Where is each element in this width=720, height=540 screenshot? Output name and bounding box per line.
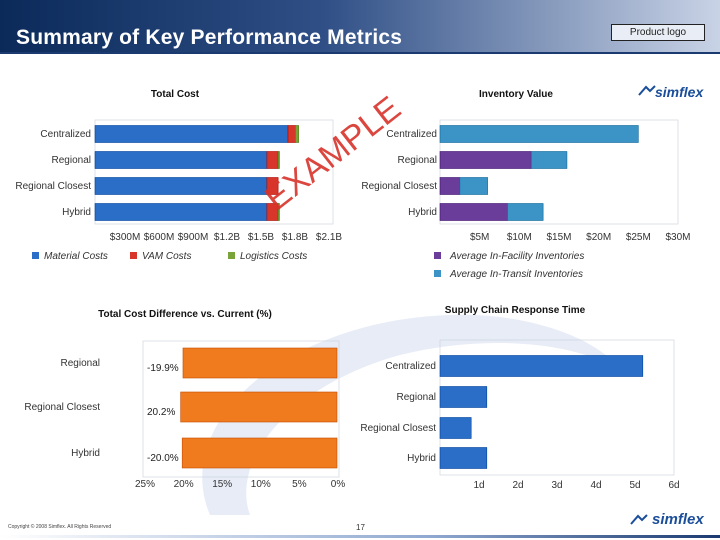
total-cost-legend-swatch xyxy=(228,252,235,259)
total-cost-category-label: Regional xyxy=(52,155,91,166)
total-cost-bar-material-costs xyxy=(94,125,289,143)
response-category-label: Regional Closest xyxy=(360,423,436,434)
total-cost-bar-vam-costs xyxy=(266,177,279,195)
total-cost-legend-swatch xyxy=(130,252,137,259)
total-cost-title: Total Cost xyxy=(151,89,200,100)
inventory-tick-label: $15M xyxy=(546,232,571,243)
difference-bar xyxy=(181,437,338,469)
inventory-plot-area xyxy=(439,119,679,225)
header-bar xyxy=(0,0,720,52)
response-tick-label: 2d xyxy=(512,480,523,491)
difference-tick-label: 15% xyxy=(212,479,232,490)
difference-category-label: Hybrid xyxy=(71,448,100,459)
response-bar xyxy=(439,355,644,377)
difference-data-label: 20.2% xyxy=(147,407,175,418)
inventory-bar-average-in-transit-inventories xyxy=(530,151,568,169)
footer-copyright: Copyright © 2008 Simflex. All Rights Res… xyxy=(8,524,112,530)
inventory-tick-label: $25M xyxy=(626,232,651,243)
difference-tick-label: 5% xyxy=(292,479,307,490)
difference-plot-area xyxy=(142,340,340,478)
total-cost-legend-label: VAM Costs xyxy=(142,251,191,262)
brand-logo-footer: simflex xyxy=(652,511,704,528)
inventory-value-chart: Inventory Value Centralized Regional Regio… xyxy=(361,89,690,280)
inventory-tick-label: $20M xyxy=(586,232,611,243)
inventory-legend-swatch xyxy=(434,270,441,277)
total-cost-plot-area xyxy=(94,119,334,225)
response-time-title: Supply Chain Response Time xyxy=(445,305,586,316)
total-cost-tick-label: $600M xyxy=(144,232,175,243)
total-cost-chart: Total Cost Centralized Regional Regional C… xyxy=(15,89,342,262)
difference-tick-label: 10% xyxy=(251,479,271,490)
inventory-legend-swatch xyxy=(434,252,441,259)
response-tick-label: 4d xyxy=(590,480,601,491)
total-cost-bar-material-costs xyxy=(94,177,268,195)
total-cost-category-label: Centralized xyxy=(40,129,91,140)
page-title: Summary of Key Performance Metrics xyxy=(16,26,403,49)
inventory-tick-label: $30M xyxy=(665,232,690,243)
total-cost-tick-label: $300M xyxy=(110,232,141,243)
response-category-label: Hybrid xyxy=(407,453,436,464)
inventory-bar-average-in-facility-inventories xyxy=(439,151,532,169)
response-bar xyxy=(439,417,472,439)
total-cost-tick-label: $1.2B xyxy=(214,232,240,243)
total-cost-bar-logistics-costs xyxy=(277,151,280,169)
total-cost-tick-label: $1.8B xyxy=(282,232,308,243)
response-category-label: Centralized xyxy=(385,361,436,372)
response-bar xyxy=(439,386,488,408)
response-tick-label: 1d xyxy=(473,480,484,491)
product-logo-placeholder: Product logo xyxy=(611,24,705,41)
difference-tick-label: 25% xyxy=(135,479,155,490)
total-cost-bar-vam-costs xyxy=(287,125,296,143)
response-category-label: Regional xyxy=(397,392,436,403)
total-cost-tick-label: $1.5B xyxy=(248,232,274,243)
brand-icon-footer xyxy=(630,514,648,525)
difference-category-label: Regional xyxy=(61,358,100,369)
cost-difference-title: Total Cost Difference vs. Current (%) xyxy=(98,309,272,320)
total-cost-bar-material-costs xyxy=(94,203,268,221)
page-number: 17 xyxy=(356,523,365,532)
total-cost-legend-label: Logistics Costs xyxy=(240,251,307,262)
total-cost-tick-label: $900M xyxy=(178,232,209,243)
difference-tick-label: 0% xyxy=(331,479,346,490)
brand-logo-top: simflex xyxy=(655,84,704,100)
response-bar xyxy=(439,447,488,469)
inventory-legend-label: Average In-Transit Inventories xyxy=(449,269,583,280)
difference-bar xyxy=(182,347,338,379)
inventory-category-label: Centralized xyxy=(386,129,437,140)
total-cost-bar-material-costs xyxy=(94,151,268,169)
inventory-legend-label: Average In-Facility Inventories xyxy=(449,251,584,262)
inventory-category-label: Regional Closest xyxy=(361,181,437,192)
difference-tick-label: 20% xyxy=(174,479,194,490)
inventory-bar-average-in-facility-inventories xyxy=(439,203,508,221)
total-cost-tick-label: $2.1B xyxy=(316,232,342,243)
difference-category-label: Regional Closest xyxy=(24,402,100,413)
total-cost-legend-label: Material Costs xyxy=(44,251,108,262)
inventory-category-label: Regional xyxy=(398,155,437,166)
total-cost-bar-vam-costs xyxy=(266,151,279,169)
header-divider xyxy=(0,52,720,54)
inventory-tick-label: $5M xyxy=(470,232,489,243)
inventory-bar-average-in-transit-inventories xyxy=(459,177,488,195)
footer-line xyxy=(0,535,720,538)
inventory-tick-label: $10M xyxy=(507,232,532,243)
total-cost-category-label: Regional Closest xyxy=(15,181,91,192)
response-tick-label: 5d xyxy=(629,480,640,491)
total-cost-legend-swatch xyxy=(32,252,39,259)
inventory-bar-average-in-transit-inventories xyxy=(439,125,639,143)
total-cost-bar-logistics-costs xyxy=(277,203,280,221)
inventory-bar-average-in-facility-inventories xyxy=(439,177,461,195)
inventory-value-title: Inventory Value xyxy=(479,89,553,100)
inventory-category-label: Hybrid xyxy=(408,207,437,218)
cost-difference-chart: Total Cost Difference vs. Current (%) Re… xyxy=(24,309,346,490)
response-time-chart: Supply Chain Response Time Centralized Re… xyxy=(360,305,679,491)
difference-bar xyxy=(180,391,338,423)
total-cost-bar-logistics-costs xyxy=(295,125,299,143)
difference-data-label: -19.9% xyxy=(147,363,179,374)
difference-data-label: -20.0% xyxy=(147,453,179,464)
brand-icon xyxy=(638,85,656,96)
response-tick-label: 6d xyxy=(668,480,679,491)
total-cost-category-label: Hybrid xyxy=(62,207,91,218)
inventory-bar-average-in-transit-inventories xyxy=(507,203,544,221)
response-tick-label: 3d xyxy=(551,480,562,491)
